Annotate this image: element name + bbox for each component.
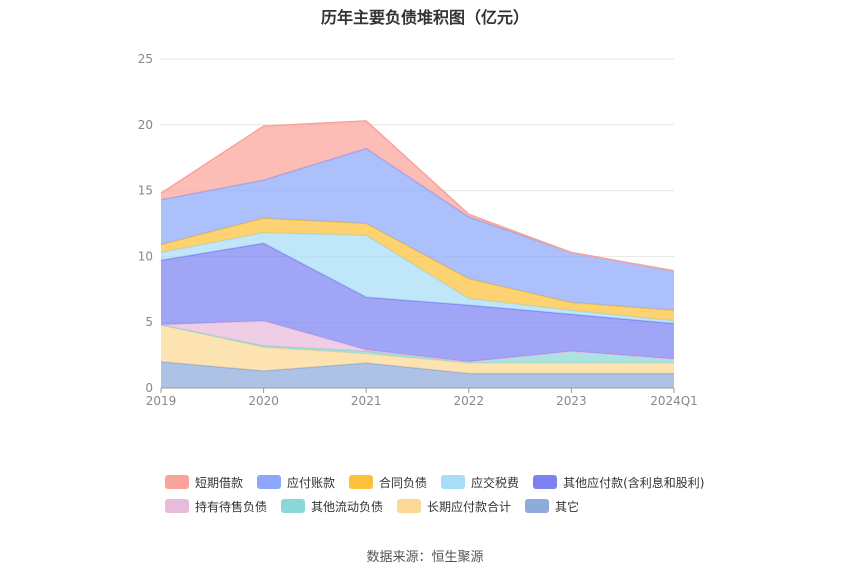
legend-label: 其他应付款(含利息和股利) xyxy=(563,475,705,490)
area-series-0[interactable] xyxy=(161,361,674,388)
data-source: 数据来源：恒生聚源 xyxy=(366,550,484,565)
legend-label: 长期应付款合计 xyxy=(427,499,512,514)
legend-label: 持有待售负债 xyxy=(195,499,268,514)
chart-title: 历年主要负债堆积图（亿元） xyxy=(320,8,529,27)
legend-label: 短期借款 xyxy=(195,475,244,490)
y-tick-label: 20 xyxy=(138,118,153,132)
area-series-7[interactable] xyxy=(161,148,674,311)
legend-item[interactable]: 持有待售负债 xyxy=(165,498,267,515)
axes: 0 5 10 15 20 25 2019 2020 2021 2022 2023 2024Q1 xyxy=(138,52,698,408)
area-series-6[interactable] xyxy=(161,218,674,321)
legend-item[interactable]: 其他应付款(含利息和股利) xyxy=(533,474,704,491)
legend-swatch xyxy=(533,475,558,489)
legend-row: 短期借款 应付账款 合同负债 应交税费 其他应付款(含利息和股利) xyxy=(165,470,725,494)
legend-row: 持有待售负债 其他流动负债 长期应付款合计 其它 xyxy=(165,494,725,518)
legend: 短期借款 应付账款 合同负债 应交税费 其他应付款(含利息和股利) 持有待售负债 其他流动… xyxy=(165,470,725,518)
y-tick-label: 15 xyxy=(138,184,153,198)
y-tick-label: 10 xyxy=(138,249,153,263)
area-series-3[interactable] xyxy=(161,320,674,362)
legend-swatch xyxy=(281,499,306,513)
legend-swatch xyxy=(525,499,550,513)
legend-item[interactable]: 长期应付款合计 xyxy=(397,498,511,515)
legend-item[interactable]: 短期借款 xyxy=(165,474,243,491)
legend-item[interactable]: 合同负债 xyxy=(349,474,427,491)
y-tick-label: 25 xyxy=(138,52,153,66)
area-series-5[interactable] xyxy=(161,232,674,324)
legend-swatch xyxy=(397,499,422,513)
legend-swatch xyxy=(349,475,374,489)
legend-label: 应付账款 xyxy=(287,475,336,490)
legend-label: 合同负债 xyxy=(379,475,428,490)
x-tick-label: 2022 xyxy=(454,394,485,408)
legend-item[interactable]: 应交税费 xyxy=(441,474,519,491)
stacked-area-chart: 0 5 10 15 20 25 2019 2020 2021 2022 2023 2024Q1 xyxy=(138,52,698,408)
x-tick-label: 2023 xyxy=(556,394,587,408)
area-series-line-8 xyxy=(160,120,675,272)
legend-item[interactable]: 其他流动负债 xyxy=(281,498,383,515)
legend-item[interactable]: 应付账款 xyxy=(257,474,335,491)
y-tick-label: 0 xyxy=(145,381,153,395)
x-tick-label: 2024Q1 xyxy=(650,394,698,408)
area-series-1[interactable] xyxy=(161,324,674,374)
area-series-4[interactable] xyxy=(161,243,674,362)
legend-label: 其它 xyxy=(555,499,580,514)
x-tick-label: 2020 xyxy=(248,394,279,408)
area-series-8[interactable] xyxy=(161,120,674,271)
area-series xyxy=(160,120,675,388)
legend-label: 其他流动负债 xyxy=(311,499,384,514)
legend-label: 应交税费 xyxy=(471,475,520,490)
legend-swatch xyxy=(257,475,282,489)
legend-item[interactable]: 其它 xyxy=(525,498,579,515)
x-tick-label: 2019 xyxy=(146,394,177,408)
legend-swatch xyxy=(441,475,466,489)
legend-swatch xyxy=(165,499,189,513)
area-series-2[interactable] xyxy=(161,324,674,363)
y-tick-label: 5 xyxy=(145,315,153,329)
legend-swatch xyxy=(165,475,189,489)
x-tick-label: 2021 xyxy=(351,394,382,408)
